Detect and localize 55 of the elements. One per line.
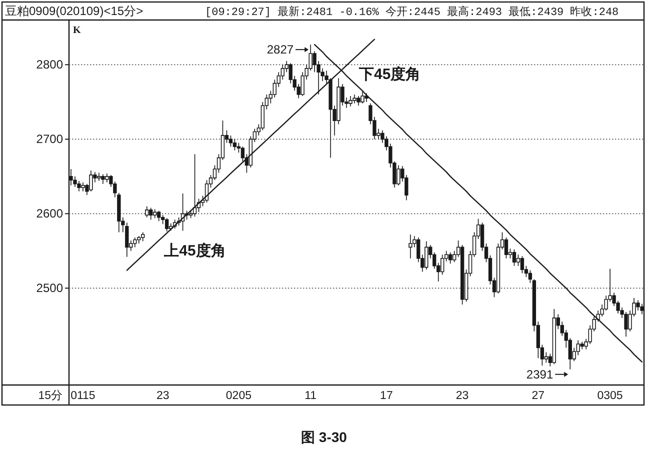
candlestick	[77, 180, 81, 192]
candlestick	[356, 96, 360, 106]
candlestick	[460, 244, 464, 305]
candlestick	[164, 218, 169, 232]
x-tick-label: 27	[532, 390, 545, 402]
candlestick	[69, 168, 73, 186]
candlestick	[360, 91, 364, 104]
x-tick-label: 0115	[70, 390, 96, 402]
candlestick	[424, 240, 428, 270]
candlestick	[141, 232, 145, 242]
candlestick	[137, 236, 141, 244]
candlestick	[101, 174, 105, 184]
candlestick	[448, 252, 452, 264]
candlestick	[352, 94, 356, 104]
candlestick	[149, 207, 153, 220]
y-axis-title: K	[73, 25, 81, 36]
chart-title: 豆粕0909(020109)<15分>	[5, 4, 144, 18]
candlestick	[232, 138, 237, 151]
candlestick	[552, 308, 556, 365]
candlestick	[133, 237, 137, 248]
candlestick	[348, 96, 352, 107]
candlestick	[512, 249, 516, 266]
candlestick	[157, 210, 161, 222]
candlestick	[364, 92, 368, 102]
candlestick	[89, 170, 93, 192]
candlestick	[408, 234, 412, 259]
chart-subtitle: [09:29:27] 最新:2481 -0.16% 今开:2445 最高:2493 最低:2439 昨收:248	[205, 5, 619, 19]
x-tick-label: 0205	[226, 390, 252, 402]
x-tick-label: 0305	[597, 390, 623, 402]
caption: 图 3-30	[301, 429, 348, 445]
y-tick-label: 2800	[36, 58, 64, 72]
candlestick	[396, 164, 400, 186]
candlestick	[640, 303, 644, 315]
annotation: 2827	[266, 42, 294, 57]
y-tick-label: 2500	[36, 281, 64, 296]
candlestick	[153, 208, 157, 219]
y-tick-label: 2600	[36, 206, 64, 221]
x-tick-label: 17	[380, 390, 393, 402]
candlestick	[180, 193, 185, 232]
candlestick	[528, 270, 532, 284]
x-tick-label: 11	[304, 390, 317, 402]
x-axis-title: 15分	[38, 389, 63, 402]
y-tick-label: 2700	[36, 132, 64, 146]
x-tick-label: 23	[156, 390, 170, 402]
candlestick	[520, 256, 524, 274]
series-label: 下45度角	[358, 65, 421, 84]
candlestick	[105, 173, 109, 183]
candlestick	[97, 172, 101, 182]
candlestick	[192, 154, 197, 218]
x-tick-label: 23	[456, 390, 469, 402]
candlestick	[81, 182, 85, 192]
annotation: 2391	[526, 367, 554, 382]
candlestick	[145, 206, 149, 218]
series-label: 上45度角	[163, 242, 226, 260]
candlestick	[624, 312, 628, 337]
